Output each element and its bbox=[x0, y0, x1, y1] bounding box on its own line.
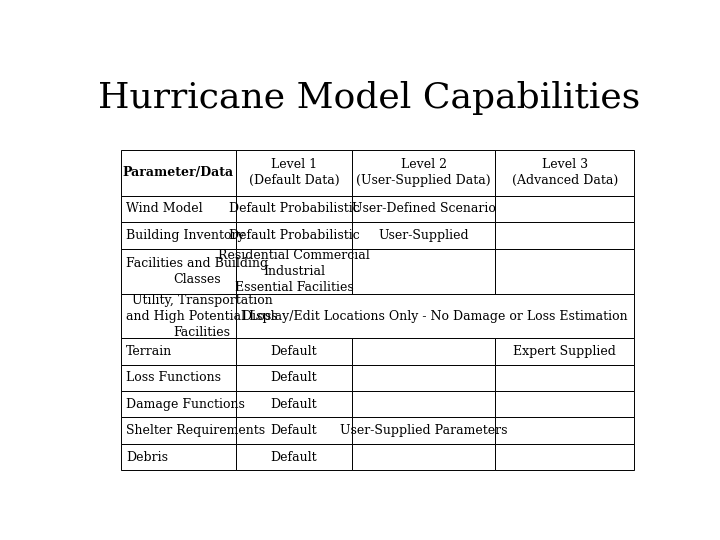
Bar bbox=[351, 248, 495, 294]
Bar bbox=[121, 248, 236, 294]
Bar bbox=[495, 248, 634, 294]
Bar bbox=[236, 444, 351, 470]
Bar bbox=[121, 444, 236, 470]
Bar bbox=[495, 391, 634, 417]
Text: Wind Model: Wind Model bbox=[126, 202, 203, 215]
Bar bbox=[121, 391, 236, 417]
Text: User-Supplied: User-Supplied bbox=[378, 229, 469, 242]
Bar bbox=[495, 444, 634, 470]
Bar bbox=[351, 338, 495, 365]
Text: Shelter Requirements: Shelter Requirements bbox=[126, 424, 266, 437]
Bar bbox=[236, 417, 351, 444]
Bar bbox=[236, 150, 351, 196]
Text: Default Probabilistic: Default Probabilistic bbox=[228, 229, 359, 242]
Bar bbox=[351, 364, 495, 391]
Bar bbox=[351, 417, 495, 444]
Bar bbox=[121, 364, 236, 391]
Text: Default: Default bbox=[271, 345, 318, 358]
Bar bbox=[121, 222, 236, 248]
Bar bbox=[121, 150, 236, 196]
Text: Residential Commercial
Industrial
Essential Facilities: Residential Commercial Industrial Essent… bbox=[218, 249, 370, 294]
Text: Level 2
(User-Supplied Data): Level 2 (User-Supplied Data) bbox=[356, 158, 491, 187]
Bar bbox=[236, 196, 351, 222]
Text: Level 3
(Advanced Data): Level 3 (Advanced Data) bbox=[512, 158, 618, 187]
Bar bbox=[351, 150, 495, 196]
Text: Debris: Debris bbox=[126, 450, 168, 463]
Bar bbox=[495, 222, 634, 248]
Bar bbox=[236, 364, 351, 391]
Bar bbox=[495, 338, 634, 365]
Text: Parameter/Data: Parameter/Data bbox=[123, 166, 234, 179]
Bar bbox=[121, 338, 236, 365]
Bar bbox=[236, 391, 351, 417]
Text: Damage Functions: Damage Functions bbox=[126, 398, 245, 411]
Text: Expert Supplied: Expert Supplied bbox=[513, 345, 616, 358]
Bar bbox=[236, 294, 634, 338]
Bar bbox=[495, 196, 634, 222]
Text: Utility, Transportation
and High Potential Loss
Facilities: Utility, Transportation and High Potenti… bbox=[126, 294, 278, 339]
Text: User-Supplied Parameters: User-Supplied Parameters bbox=[340, 424, 508, 437]
Bar bbox=[236, 338, 351, 365]
Bar bbox=[495, 364, 634, 391]
Text: Default: Default bbox=[271, 398, 318, 411]
Bar bbox=[351, 196, 495, 222]
Bar bbox=[121, 417, 236, 444]
Bar bbox=[495, 150, 634, 196]
Text: User-Defined Scenario: User-Defined Scenario bbox=[351, 202, 495, 215]
Bar bbox=[121, 294, 236, 338]
Text: Level 1
(Default Data): Level 1 (Default Data) bbox=[248, 158, 339, 187]
Text: Display/Edit Locations Only - No Damage or Loss Estimation: Display/Edit Locations Only - No Damage … bbox=[243, 310, 628, 323]
Text: Loss Functions: Loss Functions bbox=[126, 372, 221, 384]
Text: Facilities and Building
Classes: Facilities and Building Classes bbox=[126, 257, 269, 286]
Bar bbox=[351, 444, 495, 470]
Text: Hurricane Model Capabilities: Hurricane Model Capabilities bbox=[98, 82, 640, 116]
Text: Default: Default bbox=[271, 424, 318, 437]
Text: Default: Default bbox=[271, 450, 318, 463]
Bar bbox=[121, 196, 236, 222]
Bar bbox=[236, 248, 351, 294]
Text: Default Probabilistic: Default Probabilistic bbox=[228, 202, 359, 215]
Bar bbox=[351, 222, 495, 248]
Text: Default: Default bbox=[271, 372, 318, 384]
Bar bbox=[351, 391, 495, 417]
Bar bbox=[236, 222, 351, 248]
Bar bbox=[495, 417, 634, 444]
Text: Terrain: Terrain bbox=[126, 345, 173, 358]
Text: Building Inventory: Building Inventory bbox=[126, 229, 245, 242]
